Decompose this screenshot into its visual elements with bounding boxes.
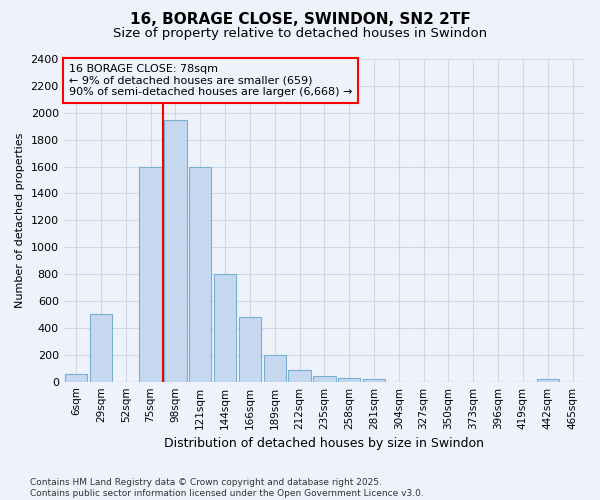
Bar xyxy=(239,317,261,382)
Bar xyxy=(363,379,385,382)
Bar xyxy=(289,370,311,382)
Bar xyxy=(263,355,286,382)
Bar xyxy=(338,378,361,382)
Text: Contains HM Land Registry data © Crown copyright and database right 2025.
Contai: Contains HM Land Registry data © Crown c… xyxy=(30,478,424,498)
Text: 16 BORAGE CLOSE: 78sqm
← 9% of detached houses are smaller (659)
90% of semi-det: 16 BORAGE CLOSE: 78sqm ← 9% of detached … xyxy=(69,64,352,97)
Bar xyxy=(313,376,335,382)
Bar xyxy=(189,166,211,382)
Bar xyxy=(90,314,112,382)
Bar xyxy=(164,120,187,382)
Text: 16, BORAGE CLOSE, SWINDON, SN2 2TF: 16, BORAGE CLOSE, SWINDON, SN2 2TF xyxy=(130,12,470,28)
Y-axis label: Number of detached properties: Number of detached properties xyxy=(15,132,25,308)
Bar xyxy=(214,274,236,382)
Bar xyxy=(139,166,162,382)
Bar xyxy=(536,379,559,382)
Text: Size of property relative to detached houses in Swindon: Size of property relative to detached ho… xyxy=(113,28,487,40)
Bar xyxy=(65,374,87,382)
X-axis label: Distribution of detached houses by size in Swindon: Distribution of detached houses by size … xyxy=(164,437,484,450)
